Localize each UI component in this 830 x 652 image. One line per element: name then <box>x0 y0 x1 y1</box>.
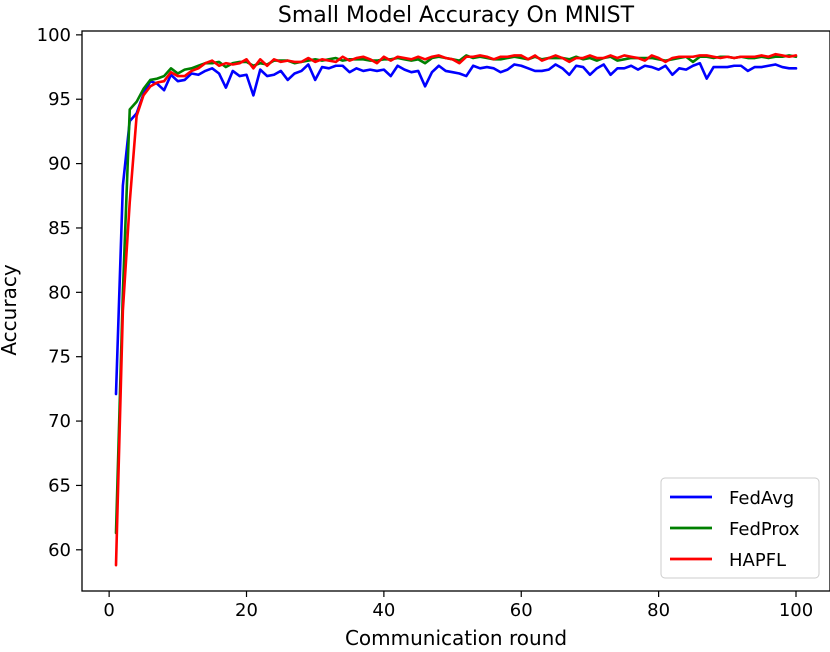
legend-box <box>660 477 820 579</box>
chart-title: Small Model Accuracy On MNIST <box>278 3 635 28</box>
series-lines <box>114 52 798 567</box>
x-tick-label: 0 <box>103 600 114 621</box>
x-axis-label: Communication round <box>345 626 567 650</box>
y-tick-label: 75 <box>48 347 71 368</box>
series-line-hapfl <box>114 52 798 567</box>
y-tick-label: 85 <box>48 218 71 239</box>
y-axis-label: Accuracy <box>0 264 21 355</box>
y-tick-label: 100 <box>37 25 71 46</box>
legend-label-hapfl: HAPFL <box>729 550 786 571</box>
x-tick-label: 20 <box>235 600 258 621</box>
y-tick-label: 70 <box>48 411 71 432</box>
series-line-fedavg <box>114 61 798 396</box>
y-tick-label: 80 <box>48 282 71 303</box>
x-tick-label: 80 <box>647 600 670 621</box>
legend-label-fedprox: FedProx <box>729 519 800 540</box>
plot-frame <box>81 30 830 592</box>
y-tick-label: 65 <box>48 475 71 496</box>
legend: FedAvg FedProx HAPFL <box>660 477 820 579</box>
x-tick-label: 100 <box>779 600 813 621</box>
y-tick-label: 60 <box>48 540 71 561</box>
axis-ticks: 0 20 40 60 80 100 60 65 70 75 80 85 90 95 100 <box>37 25 814 621</box>
series-line-fedprox <box>114 54 798 535</box>
legend-label-fedavg: FedAvg <box>729 488 794 509</box>
y-tick-label: 90 <box>48 154 71 175</box>
x-tick-label: 40 <box>372 600 395 621</box>
x-tick-label: 60 <box>510 600 533 621</box>
y-tick-label: 95 <box>48 89 71 110</box>
